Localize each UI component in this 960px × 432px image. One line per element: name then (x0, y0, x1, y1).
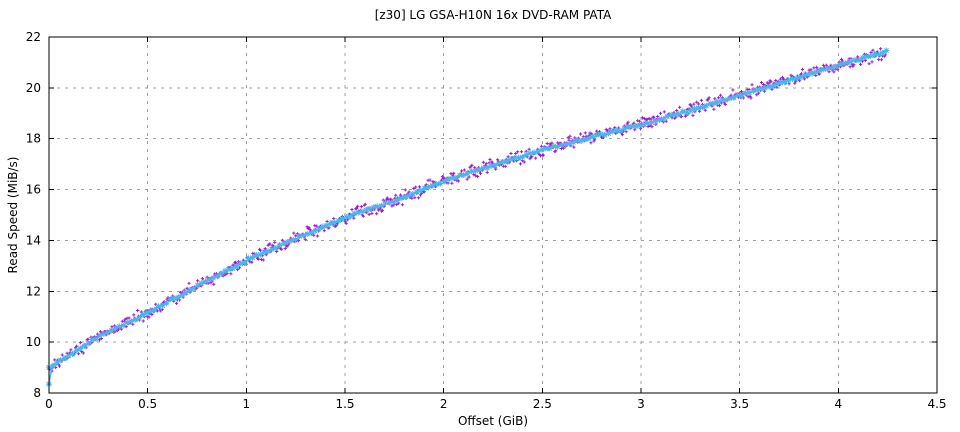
x-tick-label: 4 (835, 397, 843, 411)
plot-border (48, 36, 938, 394)
x-tick-label: 3 (637, 397, 645, 411)
x-tick-label: 4.5 (927, 397, 946, 411)
x-tick-label: 1 (243, 397, 251, 411)
x-tick-label: 2 (440, 397, 448, 411)
y-tick-label: 22 (26, 30, 41, 44)
y-tick-label: 8 (33, 386, 41, 400)
y-tick-label: 18 (26, 132, 41, 146)
series-smoothed-markers (46, 47, 890, 388)
y-tick-label: 20 (26, 81, 41, 95)
y-tick-label: 16 (26, 183, 41, 197)
y-axis-title: Read Speed (MiB/s) (6, 156, 20, 274)
x-axis-title: Offset (GiB) (457, 414, 529, 428)
series-raw-samples (47, 47, 888, 373)
series-smoothed-line (48, 50, 887, 385)
y-tick-label: 14 (26, 233, 41, 247)
x-tick-label: 0 (45, 397, 53, 411)
x-tick-label: 3.5 (730, 397, 749, 411)
y-tick-label: 10 (26, 335, 41, 349)
x-tick-label: 1.5 (335, 397, 354, 411)
y-tick-label: 12 (26, 284, 41, 298)
chart-title: [z30] LG GSA-H10N 16x DVD-RAM PATA (374, 8, 612, 22)
x-tick-label: 0.5 (138, 397, 157, 411)
x-tick-label: 2.5 (533, 397, 552, 411)
